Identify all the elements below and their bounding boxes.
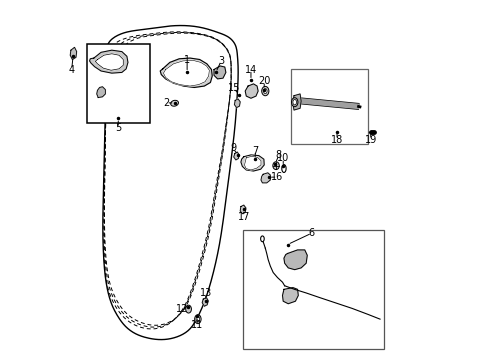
Ellipse shape	[196, 316, 199, 322]
Text: 16: 16	[271, 172, 283, 182]
Polygon shape	[95, 54, 123, 70]
Polygon shape	[202, 298, 208, 306]
Text: 20: 20	[258, 76, 270, 86]
Polygon shape	[240, 205, 245, 214]
Bar	[290, 69, 367, 144]
Ellipse shape	[194, 315, 201, 324]
Polygon shape	[241, 155, 264, 171]
Text: 7: 7	[252, 145, 258, 156]
Ellipse shape	[291, 98, 297, 107]
Bar	[242, 230, 384, 348]
Polygon shape	[214, 66, 225, 79]
Polygon shape	[70, 47, 77, 59]
Polygon shape	[282, 288, 298, 304]
Text: 18: 18	[330, 135, 343, 145]
Ellipse shape	[261, 86, 268, 96]
Ellipse shape	[263, 89, 266, 94]
Text: 6: 6	[308, 228, 314, 238]
Text: 17: 17	[237, 212, 249, 221]
Polygon shape	[261, 173, 270, 183]
Polygon shape	[234, 99, 240, 108]
Text: 12: 12	[175, 304, 187, 314]
Text: 8: 8	[275, 150, 282, 160]
Polygon shape	[244, 84, 258, 98]
Text: 4: 4	[68, 64, 75, 75]
Text: 15: 15	[227, 83, 240, 93]
Text: 19: 19	[364, 135, 376, 145]
Polygon shape	[97, 87, 105, 98]
Text: 1: 1	[183, 55, 190, 65]
Polygon shape	[160, 58, 212, 87]
Ellipse shape	[170, 100, 178, 106]
Text: 14: 14	[244, 64, 257, 75]
Bar	[87, 44, 150, 123]
Ellipse shape	[260, 236, 264, 242]
Polygon shape	[292, 94, 301, 110]
Polygon shape	[233, 152, 239, 160]
Ellipse shape	[272, 162, 279, 170]
Polygon shape	[244, 156, 261, 170]
Text: 11: 11	[191, 320, 203, 330]
Polygon shape	[163, 60, 209, 86]
Polygon shape	[89, 50, 128, 73]
Text: 9: 9	[229, 143, 236, 153]
Polygon shape	[284, 250, 306, 270]
Ellipse shape	[281, 165, 285, 172]
Text: 5: 5	[115, 123, 121, 133]
Ellipse shape	[292, 99, 296, 105]
Text: 10: 10	[277, 153, 289, 163]
Text: 2: 2	[163, 98, 169, 108]
Text: 3: 3	[218, 56, 224, 66]
Ellipse shape	[185, 305, 191, 313]
Text: 13: 13	[199, 288, 211, 298]
